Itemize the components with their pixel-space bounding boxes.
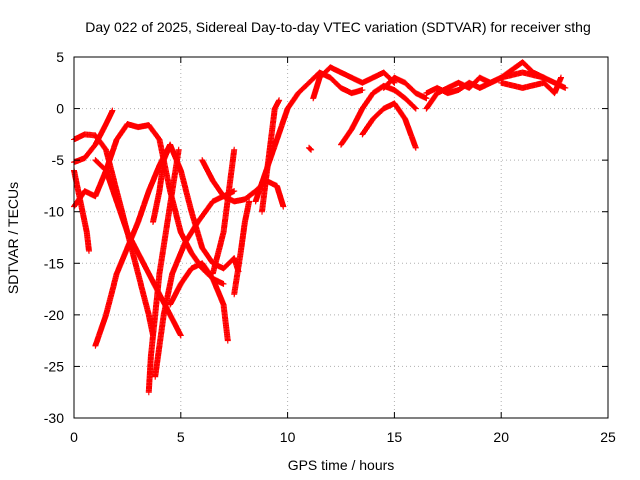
series-track-20: [380, 74, 430, 102]
plus-markers: [71, 131, 156, 339]
plus-markers: [306, 144, 315, 153]
plus-markers: [380, 74, 430, 102]
plus-markers: [145, 146, 182, 396]
x-tick-label: 20: [493, 429, 509, 445]
series-track-16: [306, 144, 315, 153]
plus-markers: [92, 141, 174, 349]
series-track-12: [209, 146, 238, 277]
series-track-5: [92, 141, 174, 349]
plus-markers: [231, 198, 253, 298]
series-track-17: [310, 64, 398, 102]
x-tick-label: 25: [600, 429, 616, 445]
x-tick-label: 5: [177, 429, 185, 445]
plus-markers: [259, 97, 283, 215]
plus-markers: [92, 157, 184, 339]
y-tick-label: -10: [44, 204, 64, 220]
series-track-13: [231, 198, 253, 298]
series-track-24: [498, 74, 564, 97]
x-tick-label: 15: [387, 429, 403, 445]
series-track-21: [423, 74, 494, 112]
chart-title: Day 022 of 2025, Sidereal Day-to-day VTE…: [85, 19, 591, 35]
plus-markers: [423, 74, 494, 112]
plus-markers: [498, 74, 564, 97]
y-axis-label: SDTVAR / TECUs: [5, 182, 21, 294]
y-tick-label: -15: [44, 255, 64, 271]
data-points: [71, 59, 569, 396]
series-track-15: [259, 97, 283, 215]
series-track-9: [152, 188, 238, 380]
x-tick-label: 0: [70, 429, 78, 445]
x-axis-label: GPS time / hours: [288, 457, 395, 473]
plus-markers: [167, 260, 231, 344]
plus-markers: [209, 146, 238, 277]
y-tick-label: -5: [52, 152, 65, 168]
plus-markers: [310, 64, 398, 102]
x-tick-label: 10: [280, 429, 296, 445]
series-track-6: [92, 157, 184, 339]
y-tick-label: -20: [44, 307, 64, 323]
plot-frame: [73, 56, 609, 419]
plus-markers: [152, 188, 238, 380]
y-tick-label: 0: [56, 101, 64, 117]
series-track-1: [71, 131, 156, 339]
series-track-19: [359, 100, 419, 151]
plus-markers: [359, 100, 419, 151]
axis-ticks: 0 5 10 15 20 25 -30 -25 -20 -15 -10 -5 0 5: [44, 49, 616, 445]
y-tick-label: -30: [44, 410, 64, 426]
series-track-10: [167, 260, 231, 344]
series-track-7: [145, 146, 182, 396]
y-tick-label: -25: [44, 358, 64, 374]
y-tick-label: 5: [56, 49, 64, 65]
